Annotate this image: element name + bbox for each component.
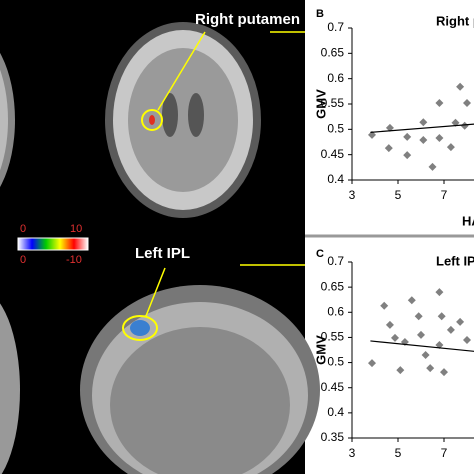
y-tick-label: 0.7 [327,254,344,268]
brain-slice [0,303,20,474]
chart-title: Right putamen [436,13,474,28]
y-tick-label: 0.55 [321,330,345,344]
data-point [384,144,393,153]
data-point [385,320,394,329]
panel-letter: C [316,248,324,260]
data-point [396,366,405,375]
data-point [419,135,428,144]
x-axis-label: HA [462,471,474,474]
data-point [446,325,455,334]
region-label: Left IPL [135,245,190,262]
data-point [456,82,465,91]
data-point [435,133,444,142]
x-tick-label: 5 [395,446,402,460]
data-point [456,317,465,326]
x-tick-label: 3 [349,446,356,460]
y-tick-label: 0.65 [321,46,345,60]
y-tick-label: 0.55 [321,96,345,110]
y-tick-label: 0.45 [321,380,345,394]
x-tick-label: 3 [349,188,356,202]
data-point [435,98,444,107]
data-point [368,359,377,368]
y-axis-label: GMV [313,89,328,119]
ventricle [162,93,178,137]
data-point [440,368,448,377]
y-axis-label: GMV [313,335,328,365]
data-point [403,132,412,141]
data-point [380,301,389,310]
roi-circle [141,109,163,131]
y-tick-label: 0.35 [321,430,345,444]
y-tick-label: 0.4 [327,405,344,419]
data-point [435,340,444,349]
colorbar-label: -10 [66,254,82,266]
data-point [437,312,446,321]
trend-line [370,340,474,352]
x-tick-label: 7 [441,446,448,460]
data-point [391,333,400,342]
data-point [428,162,437,171]
activation [149,115,155,125]
region-label: Right putamen [195,11,300,28]
callout [157,31,206,111]
panel-letter: B [316,8,324,20]
data-point [403,151,412,160]
data-point [421,351,430,360]
ventricle [188,93,204,137]
data-point [385,123,394,132]
roi-circle [122,315,158,341]
activation [130,320,150,336]
chart-title: Left IPL [436,253,474,268]
y-tick-label: 0.5 [327,355,344,369]
data-point [435,288,444,297]
y-tick-label: 0.6 [327,71,344,85]
data-point [446,143,455,152]
y-tick-label: 0.5 [327,122,344,136]
x-tick-label: 5 [395,188,402,202]
callout [145,267,166,317]
data-point [463,335,471,344]
data-point [419,118,428,127]
y-tick-label: 0.4 [327,172,344,186]
brain-slice [0,69,8,171]
colorbar [17,237,89,251]
y-tick-label: 0.6 [327,304,344,318]
data-point [414,312,423,321]
y-tick-label: 0.65 [321,279,345,293]
brain-sagittal-inner [110,327,290,474]
colorbar-label: 0 [20,254,26,266]
data-point [451,118,460,127]
data-point [426,364,435,373]
data-point [460,121,469,130]
y-tick-label: 0.7 [327,20,344,34]
data-point [417,330,425,339]
data-point [463,98,471,107]
trend-line [370,123,474,133]
y-tick-label: 0.45 [321,147,345,161]
colorbar-label: 0 [20,223,26,235]
x-tick-label: 7 [441,188,448,202]
x-axis-label: HA [462,213,474,228]
data-point [407,296,416,305]
data-point [368,130,377,139]
colorbar-label: 10 [70,223,82,235]
brain-axial-inner [128,48,238,192]
